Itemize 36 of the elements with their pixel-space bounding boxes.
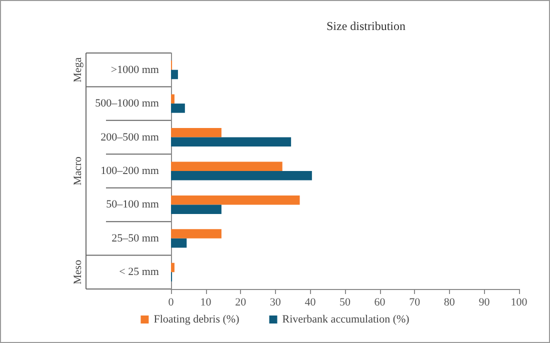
chart-title: Size distribution: [326, 19, 406, 33]
x-tick-label: 30: [270, 296, 282, 308]
x-tick-label: 80: [444, 296, 456, 308]
x-tick-label: 100: [510, 296, 528, 308]
y-tick-label: 100–200 mm: [100, 165, 160, 177]
text: Macro: [72, 156, 84, 186]
y-tick-label: < 25 mm: [119, 266, 160, 278]
legend-label: Floating debris (%): [154, 314, 240, 326]
y-tick-label: 500–1000 mm: [95, 98, 160, 110]
bar: [171, 162, 282, 171]
bar: [171, 204, 222, 214]
bar: [171, 104, 185, 113]
text: Meso: [72, 259, 84, 284]
bar: [171, 137, 292, 147]
y-tick-label: 50–100 mm: [106, 198, 160, 211]
bar: [171, 229, 222, 238]
y-tick-label: 25–50 mm: [112, 232, 160, 244]
x-tick-label: 40: [304, 296, 316, 308]
y-tick-label: >1000 mm: [110, 64, 160, 76]
x-tick-label: 60: [374, 296, 386, 308]
x-tick-label: 10: [200, 296, 212, 308]
bar: [171, 262, 174, 272]
x-tick-label: 0: [168, 296, 174, 308]
x-tick-label: 20: [235, 296, 247, 308]
x-tick-label: 50: [340, 296, 351, 308]
x-tick-label: 90: [478, 296, 490, 308]
x-tick-label: 70: [409, 296, 421, 308]
text: Mega: [72, 57, 84, 82]
bar: [171, 128, 222, 138]
bar: [171, 238, 187, 248]
bar: [171, 195, 300, 205]
legend-label: Riverbank accumulation (%): [282, 314, 410, 326]
bar: [171, 70, 178, 80]
bar: [171, 94, 174, 104]
y-tick-label: 200–500 mm: [100, 131, 160, 144]
bar: [171, 171, 312, 180]
